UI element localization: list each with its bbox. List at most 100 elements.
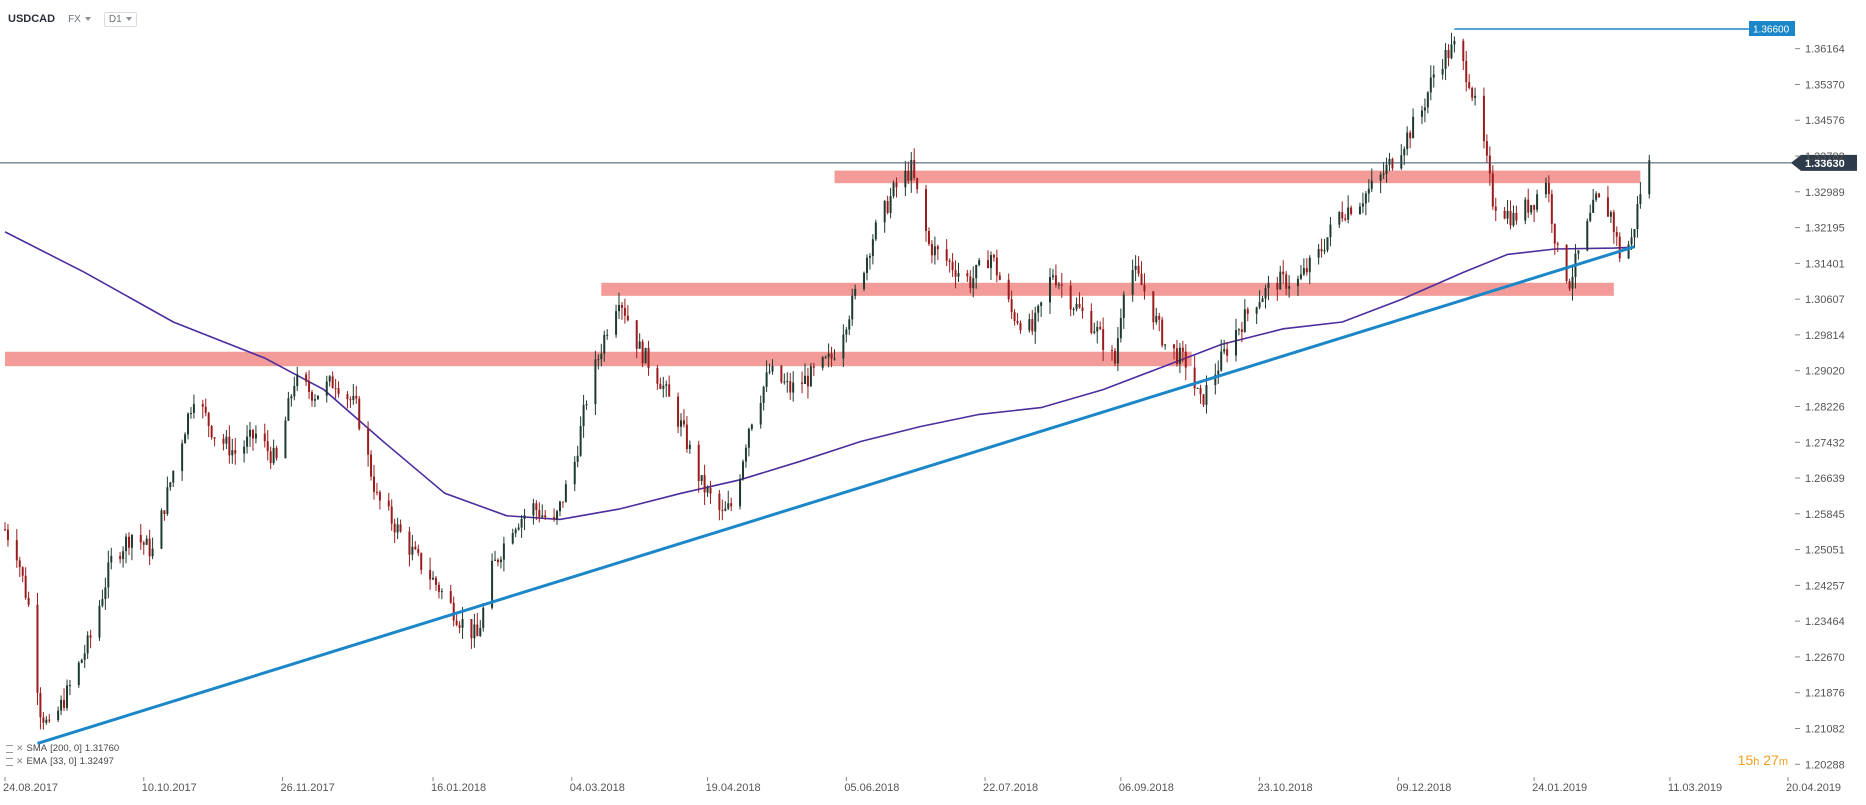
candle-body (1102, 329, 1105, 351)
settings-icon[interactable] (6, 757, 13, 766)
candle-body (166, 487, 169, 515)
candle-body (1172, 344, 1175, 349)
symbol-name[interactable]: USDCAD (8, 13, 56, 25)
candle-body (1406, 132, 1409, 149)
candle-body (27, 597, 30, 605)
candle-body (1255, 307, 1258, 314)
indicator-row-sma[interactable]: ✕ SMA [200, 0] 1.31760 (6, 742, 119, 755)
candle-body (110, 555, 113, 563)
candle-body (1031, 319, 1034, 332)
y-tick-label: 1.35370 (1805, 79, 1845, 91)
candle-body (697, 444, 700, 481)
current-price-label: 1.33630 (1805, 158, 1845, 170)
candle-body (842, 334, 845, 359)
x-tick-label: 05.06.2018 (844, 782, 899, 794)
candle-body (1595, 193, 1598, 200)
candle-body (1586, 220, 1589, 251)
candle-body (553, 517, 556, 520)
candle-body (1426, 92, 1429, 108)
candle-body (1078, 304, 1081, 308)
settings-icon[interactable] (6, 744, 13, 753)
timeframe-selector[interactable]: D1 (103, 11, 137, 27)
candle-body (792, 382, 795, 393)
candle-body (411, 546, 414, 555)
candle-body (535, 503, 538, 511)
candle-body (987, 260, 990, 269)
y-tick-label: 1.36164 (1805, 44, 1845, 56)
candle-body (1367, 188, 1370, 194)
close-icon[interactable]: ✕ (16, 756, 24, 766)
candle-body (473, 624, 476, 639)
candle-body (107, 562, 110, 588)
candle-body (1382, 173, 1385, 175)
x-tick-label: 26.11.2017 (280, 782, 334, 794)
candle-body (706, 488, 709, 493)
market-selector[interactable]: FX (63, 11, 96, 27)
candle-body (1347, 207, 1350, 220)
y-tick-label: 1.29814 (1805, 330, 1845, 342)
sma-line (4, 231, 1635, 521)
close-icon[interactable]: ✕ (16, 743, 24, 753)
x-tick-label: 20.04.2019 (1786, 782, 1841, 794)
candle-body (1627, 244, 1630, 259)
candle-body (886, 201, 889, 213)
candle-body (470, 619, 473, 639)
x-tick-label: 09.12.2018 (1396, 782, 1451, 794)
candle-body (479, 627, 482, 637)
candle-body (1400, 155, 1403, 169)
indicator-value: 1.32497 (79, 756, 114, 767)
candle-body (1364, 193, 1367, 204)
candle-body (532, 503, 535, 516)
candle-body (60, 699, 63, 711)
support-resistance-zone (601, 282, 1614, 296)
candle-body (334, 388, 337, 390)
candle-body (951, 262, 954, 271)
candle-body (1633, 229, 1636, 238)
candle-body (1034, 312, 1037, 332)
candle-body (1119, 318, 1122, 339)
candle-body (883, 201, 886, 223)
candle-body (393, 523, 396, 533)
candle-body (1571, 276, 1574, 289)
candle-body (889, 196, 892, 213)
candle-body (1279, 271, 1282, 290)
candle-body (647, 347, 650, 369)
candle-body (57, 710, 60, 721)
candle-body (1412, 116, 1415, 139)
candle-body (1240, 329, 1243, 332)
candle-body (895, 182, 898, 188)
y-tick-label: 1.27432 (1805, 437, 1845, 449)
candle-body (98, 605, 101, 638)
indicator-row-ema[interactable]: ✕ EMA [33, 0] 1.32497 (6, 755, 119, 768)
candle-body (77, 662, 80, 686)
x-tick-label: 04.03.2018 (570, 782, 625, 794)
candle-body (1385, 164, 1388, 174)
candle-body (163, 510, 166, 515)
time-axis: 24.08.2017 10.10.2017 26.11.2017 16.01.2018… (3, 777, 1841, 794)
candle-body (1577, 250, 1580, 254)
candle-body (564, 484, 567, 503)
candle-body (187, 413, 190, 435)
chevron-down-icon (125, 17, 132, 21)
candle-body (1013, 312, 1016, 321)
candle-body (482, 607, 485, 628)
candle-body (1503, 210, 1506, 219)
candle-body (1488, 155, 1491, 174)
candle-body (978, 260, 981, 265)
candle-body (573, 461, 576, 485)
candle-body (328, 376, 331, 382)
candle-body (538, 510, 541, 517)
timer-hours: 15 (1737, 752, 1754, 768)
candle-body (1093, 331, 1096, 333)
candle-body (311, 391, 314, 401)
candle-body (325, 381, 328, 396)
candle-body (1054, 275, 1057, 286)
candle-body (851, 295, 854, 320)
candle-body (520, 518, 523, 528)
candle-body (1636, 204, 1639, 230)
candle-body (449, 591, 452, 603)
candle-body (148, 538, 151, 557)
candle-body (927, 230, 930, 244)
candle-body (966, 273, 969, 277)
